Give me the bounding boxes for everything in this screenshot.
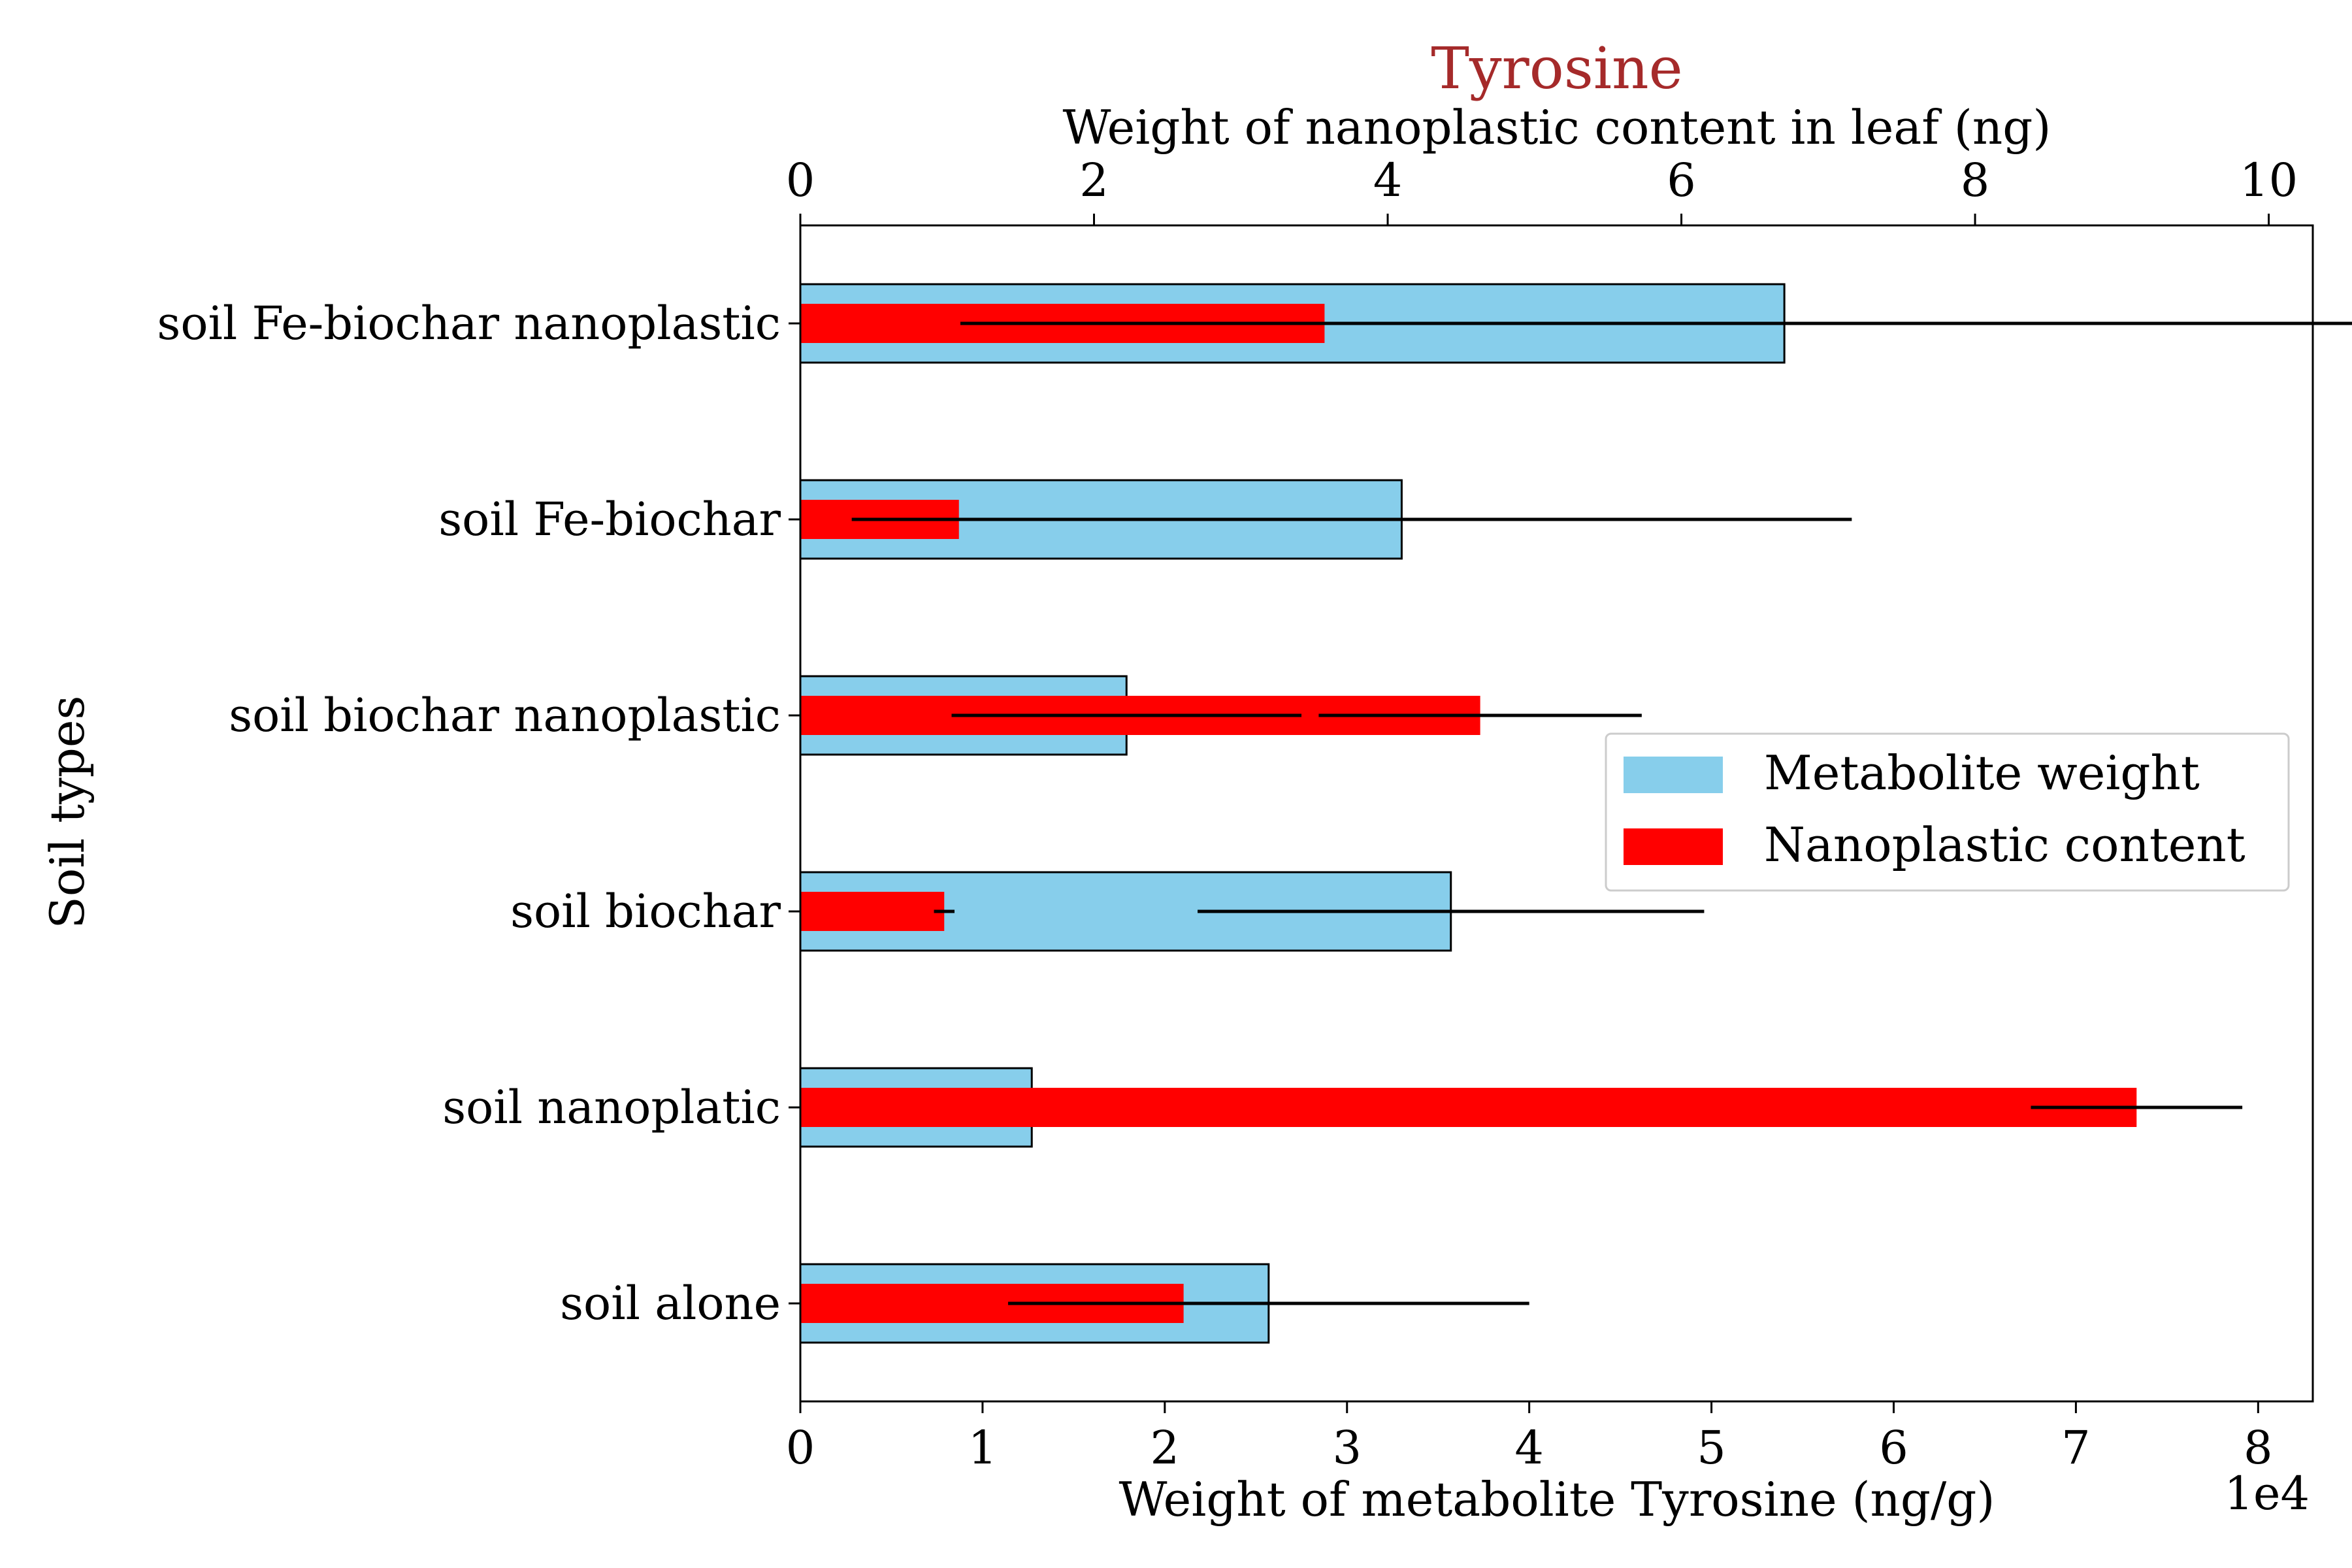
y-tick-label: soil biochar [510,885,781,938]
x-top-tick-label: 10 [2240,154,2298,207]
x-bottom-tick-label: 1 [968,1421,998,1475]
legend-frame [1605,732,2290,892]
bottom-axis-label: Weight of metabolite Tyrosine (ng/g) [1119,1472,1995,1527]
x-top-tick-label: 4 [1373,154,1403,207]
x-offset-text: 1e4 [2225,1467,2310,1520]
plot-area: 0 1 2 3 4 5 6 7 8 0 2 4 6 8 10 soil Fe-biochar nanoplas… [157,154,2352,1475]
x-top-tick-label: 6 [1667,154,1696,207]
x-top-tick-label: 2 [1079,154,1109,207]
legend-label-metabolite: Metabolite weight [1764,745,2200,800]
x-top-tick-label: 0 [786,154,815,207]
y-tick-label: soil nanoplatic [442,1081,781,1134]
legend: Metabolite weight Nanoplastic content [1605,732,2290,892]
x-bottom-tick-label: 6 [1879,1421,1908,1475]
bar-nanoplastic [800,892,945,931]
x-top-tick-label: 8 [1961,154,1990,207]
legend-swatch-metabolite [1624,757,1723,793]
legend-label-nanoplastic: Nanoplastic content [1764,817,2246,872]
x-bottom-tick-label: 0 [786,1421,815,1475]
y-tick-label: soil biochar nanoplastic [229,689,781,742]
chart-title: Tyrosine [1431,35,1683,102]
x-bottom-tick-label: 7 [2061,1421,2091,1475]
x-bottom-tick-label: 4 [1514,1421,1544,1475]
legend-swatch-nanoplastic [1624,828,1723,865]
y-axis-label: Soil types [40,696,95,929]
plot-frame [799,224,2314,1403]
y-tick-label: soil Fe-biochar nanoplastic [157,297,781,350]
x-bottom-tick-label: 8 [2244,1421,2273,1475]
y-tick-label: soil alone [560,1277,781,1330]
x-bottom-tick-label: 5 [1697,1421,1726,1475]
x-bottom-tick-label: 3 [1332,1421,1362,1475]
x-bottom-tick-label: 2 [1151,1421,1180,1475]
bar-nanoplastic [800,1088,2137,1127]
top-axis-label: Weight of nanoplastic content in leaf (n… [1063,100,2051,155]
y-tick-label: soil Fe-biochar [438,493,781,546]
